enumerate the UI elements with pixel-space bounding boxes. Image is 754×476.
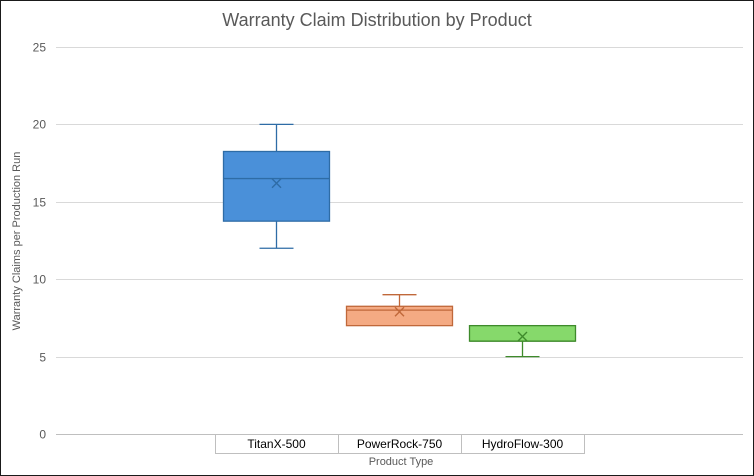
- y-tick-label: 25: [33, 41, 47, 55]
- mean-marker: [271, 178, 282, 189]
- y-tick-label: 20: [33, 118, 47, 132]
- y-tick-label: 5: [39, 351, 46, 365]
- box-HydroFlow-300: [468, 324, 577, 342]
- box-PowerRock-750: [345, 305, 454, 327]
- box-TitanX-500: [222, 150, 331, 222]
- x-tick-label: PowerRock-750: [357, 437, 443, 451]
- mean-marker: [517, 331, 528, 342]
- y-tick-label: 10: [33, 273, 47, 287]
- y-tick-label: 0: [39, 428, 46, 442]
- mean-marker: [394, 306, 405, 317]
- x-tick-label: HydroFlow-300: [482, 437, 564, 451]
- y-tick-label: 15: [33, 196, 47, 210]
- category-axis-box: [215, 434, 585, 454]
- x-axis-title: Product Type: [368, 456, 434, 468]
- chart-title: Warranty Claim Distribution by Product: [222, 10, 532, 30]
- x-tick-label: TitanX-500: [247, 437, 306, 451]
